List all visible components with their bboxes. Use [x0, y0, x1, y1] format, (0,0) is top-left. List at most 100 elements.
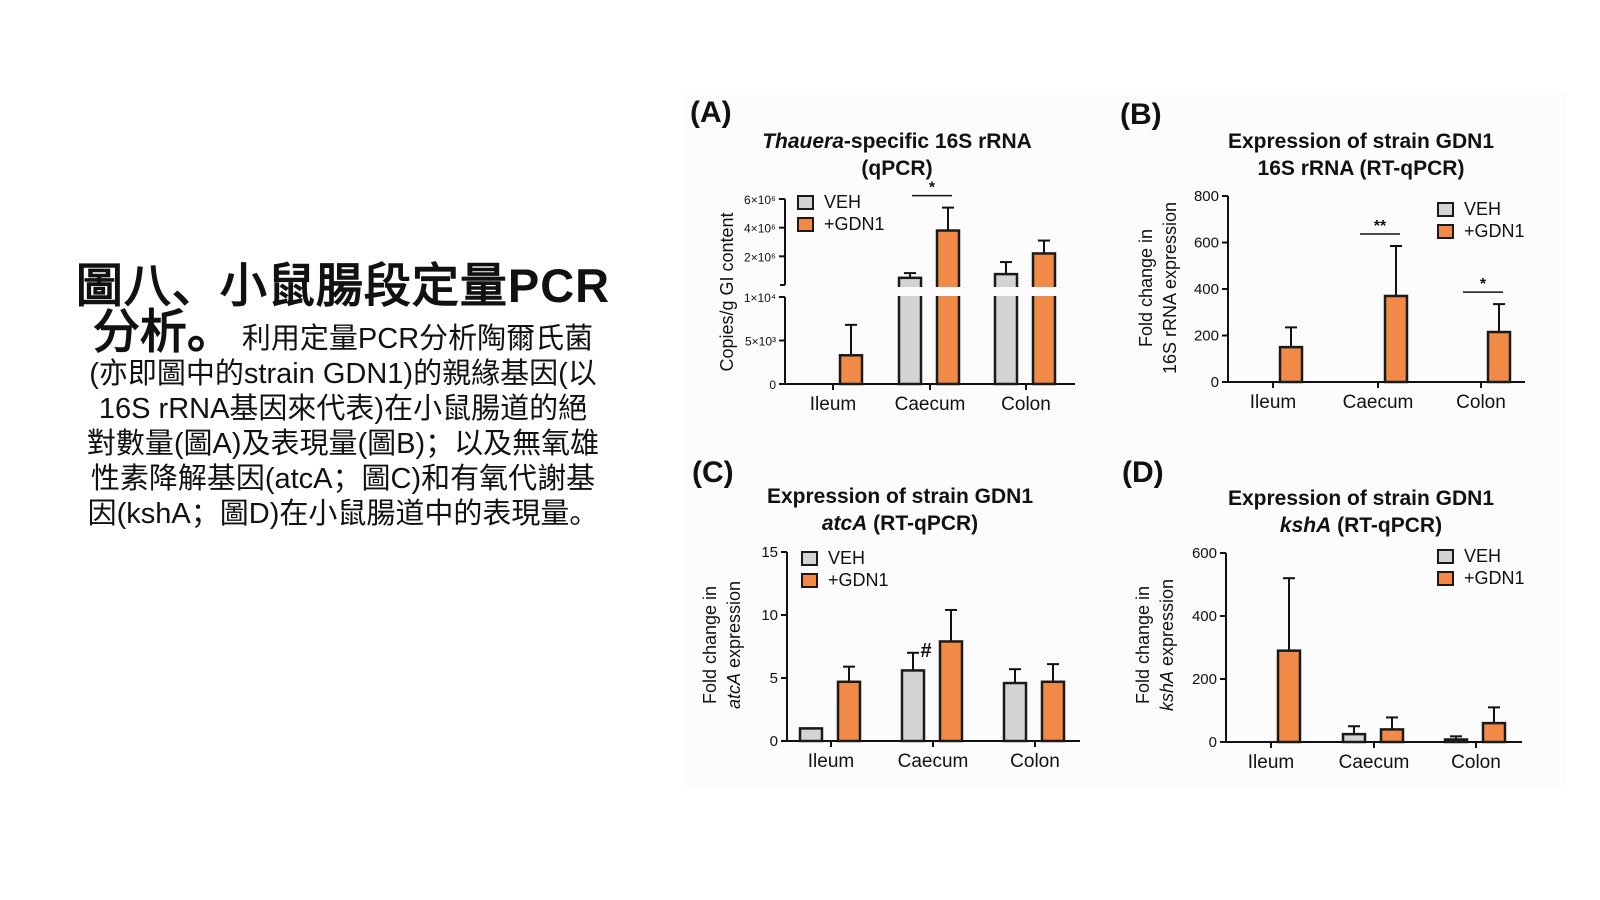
- y-tick-label: 200: [1192, 671, 1217, 688]
- y-axis-label: Copies/g GI content: [717, 212, 737, 371]
- bar-veh: [798, 727, 824, 743]
- y-tick-label: 5: [770, 670, 778, 687]
- x-tick-label: Ileum: [1250, 392, 1296, 413]
- chart-b: (B) Expression of strain GDN1 16S rRNA (RT…: [1120, 98, 1525, 413]
- chart-title-part: Expression of strain GDN1: [767, 485, 1033, 508]
- bar-gdn1: [935, 229, 961, 386]
- y-tick-label: 200: [1194, 328, 1219, 345]
- chart-title-part: (RT-qPCR): [1331, 514, 1442, 537]
- bar-veh: [897, 276, 923, 386]
- x-tick-label: Caecum: [895, 394, 966, 415]
- y-axis-label: Fold change in: [1133, 586, 1153, 704]
- slide-title-continued: 分析。: [92, 305, 234, 358]
- y-tick-label: 5×10³: [745, 335, 776, 349]
- y-tick-label: 400: [1192, 608, 1217, 625]
- y-tick-label: 0: [770, 733, 778, 750]
- bar-gdn1: [1276, 649, 1302, 744]
- y-axis-label: 16S rRNA expression: [1160, 202, 1180, 374]
- chart-d: (D) Expression of strain GDN1 kshA (RT-qPC…: [1122, 456, 1525, 773]
- y-tick-label: 15: [761, 544, 778, 561]
- x-tick-label: Caecum: [1339, 752, 1410, 773]
- bar-gdn1: [938, 640, 964, 743]
- legend-label: VEH: [1464, 546, 1501, 566]
- y-tick-label: 400: [1194, 281, 1219, 298]
- significance-marker: *: [929, 180, 936, 197]
- x-tick-label: Caecum: [1343, 392, 1414, 413]
- x-tick-label: Colon: [1456, 392, 1506, 413]
- bar-veh: [993, 272, 1019, 386]
- y-tick-label: 600: [1192, 545, 1217, 562]
- bar-gdn1: [1486, 330, 1512, 384]
- y-axis-label-part: Fold change in: [1136, 229, 1156, 347]
- legend-label: +GDN1: [1464, 221, 1525, 241]
- y-axis-label-part: Fold change in: [1133, 586, 1153, 704]
- significance-marker: **: [1374, 218, 1387, 235]
- y-axis-label: Fold change in: [700, 586, 720, 704]
- legend-swatch: [1437, 224, 1454, 239]
- chart-title-part: (qPCR): [861, 157, 932, 180]
- chart-title-part: 16S rRNA (RT-qPCR): [1258, 157, 1465, 180]
- chart-title-part: Expression of strain GDN1: [1228, 130, 1494, 153]
- x-tick-label: Caecum: [898, 751, 969, 772]
- legend-label: VEH: [1464, 199, 1501, 219]
- chart-c: (C) Expression of strain GDN1 atcA (RT-qPC…: [692, 456, 1080, 772]
- significance-marker: #: [920, 640, 931, 662]
- chart-title-part: Thauera: [762, 130, 844, 153]
- slide-description: 分析。 利用定量PCR分析陶爾氏菌 (亦即圖中的strain GDN1)的親緣基…: [48, 308, 638, 532]
- legend-label: +GDN1: [828, 570, 889, 590]
- x-tick-label: Colon: [1010, 751, 1060, 772]
- significance-marker: *: [1480, 276, 1487, 293]
- chart-a: (A) Thauera-specific 16S rRNA (qPCR) Copies…: [690, 96, 1078, 415]
- chart-title: Expression of strain GDN1: [767, 485, 1033, 508]
- description-line: 因(kshA；圖D)在小鼠腸道中的表現量。: [87, 498, 599, 530]
- y-tick-label: 2×10⁶: [744, 250, 776, 264]
- bar-gdn1: [1379, 728, 1405, 744]
- x-tick-label: Ileum: [810, 394, 856, 415]
- panel-label: (D): [1122, 456, 1164, 489]
- y-tick-label: 0: [769, 378, 776, 392]
- slide-caption: 圖八、小鼠腸段定量PCR 分析。 利用定量PCR分析陶爾氏菌 (亦即圖中的str…: [48, 258, 638, 532]
- bar-veh: [1443, 738, 1469, 744]
- y-tick-label: 1×10⁴: [744, 291, 776, 305]
- y-axis-label-part: Copies/g GI content: [717, 212, 737, 371]
- bar-gdn1: [1031, 252, 1057, 386]
- chart-title-part: -specific 16S rRNA: [844, 130, 1032, 153]
- bar-veh: [1341, 732, 1367, 744]
- description-line: 性素降解基因(atcA；圖C)和有氧代謝基: [90, 463, 596, 495]
- y-axis-label-part: Fold change in: [700, 586, 720, 704]
- bar-gdn1: [1383, 294, 1409, 384]
- y-axis-label: Fold change in: [1136, 229, 1156, 347]
- y-axis-label-part: kshA: [1157, 671, 1177, 711]
- description-line: (亦即圖中的strain GDN1)的親緣基因(以: [89, 358, 597, 390]
- description-line: 對數量(圖A)及表現量(圖B)；以及無氧雄: [86, 428, 600, 460]
- legend-label: VEH: [828, 548, 865, 568]
- y-tick-label: 6×10⁶: [744, 193, 776, 207]
- y-axis-label-part: expression: [1157, 579, 1177, 671]
- legend-swatch: [801, 551, 818, 566]
- y-tick-label: 10: [761, 607, 778, 624]
- y-axis-label-part: expression: [724, 581, 744, 673]
- chart-title-part: atcA: [822, 512, 868, 535]
- x-tick-label: Colon: [1451, 752, 1501, 773]
- y-axis-label-part: 16S rRNA expression: [1160, 202, 1180, 374]
- y-tick-label: 800: [1194, 188, 1219, 205]
- panel-label: (A): [690, 96, 732, 129]
- x-tick-label: Colon: [1001, 394, 1051, 415]
- bar-gdn1: [1278, 345, 1304, 384]
- bar-veh: [900, 669, 926, 743]
- y-tick-label: 600: [1194, 235, 1219, 252]
- chart-title-part: Expression of strain GDN1: [1228, 487, 1494, 510]
- description-line: 利用定量PCR分析陶爾氏菌: [241, 323, 594, 355]
- bar-gdn1: [1040, 680, 1066, 743]
- slide-title: 圖八、小鼠腸段定量PCR: [75, 259, 611, 312]
- bar-gdn1: [838, 354, 864, 386]
- chart-title-part: kshA: [1280, 514, 1331, 537]
- legend-label: +GDN1: [824, 214, 885, 234]
- legend-label: +GDN1: [1464, 568, 1525, 588]
- chart-title: (qPCR): [861, 157, 932, 180]
- chart-title-part: (RT-qPCR): [867, 512, 978, 535]
- legend-swatch: [801, 573, 818, 588]
- legend-swatch: [797, 195, 814, 210]
- chart-title: atcA (RT-qPCR): [822, 512, 978, 535]
